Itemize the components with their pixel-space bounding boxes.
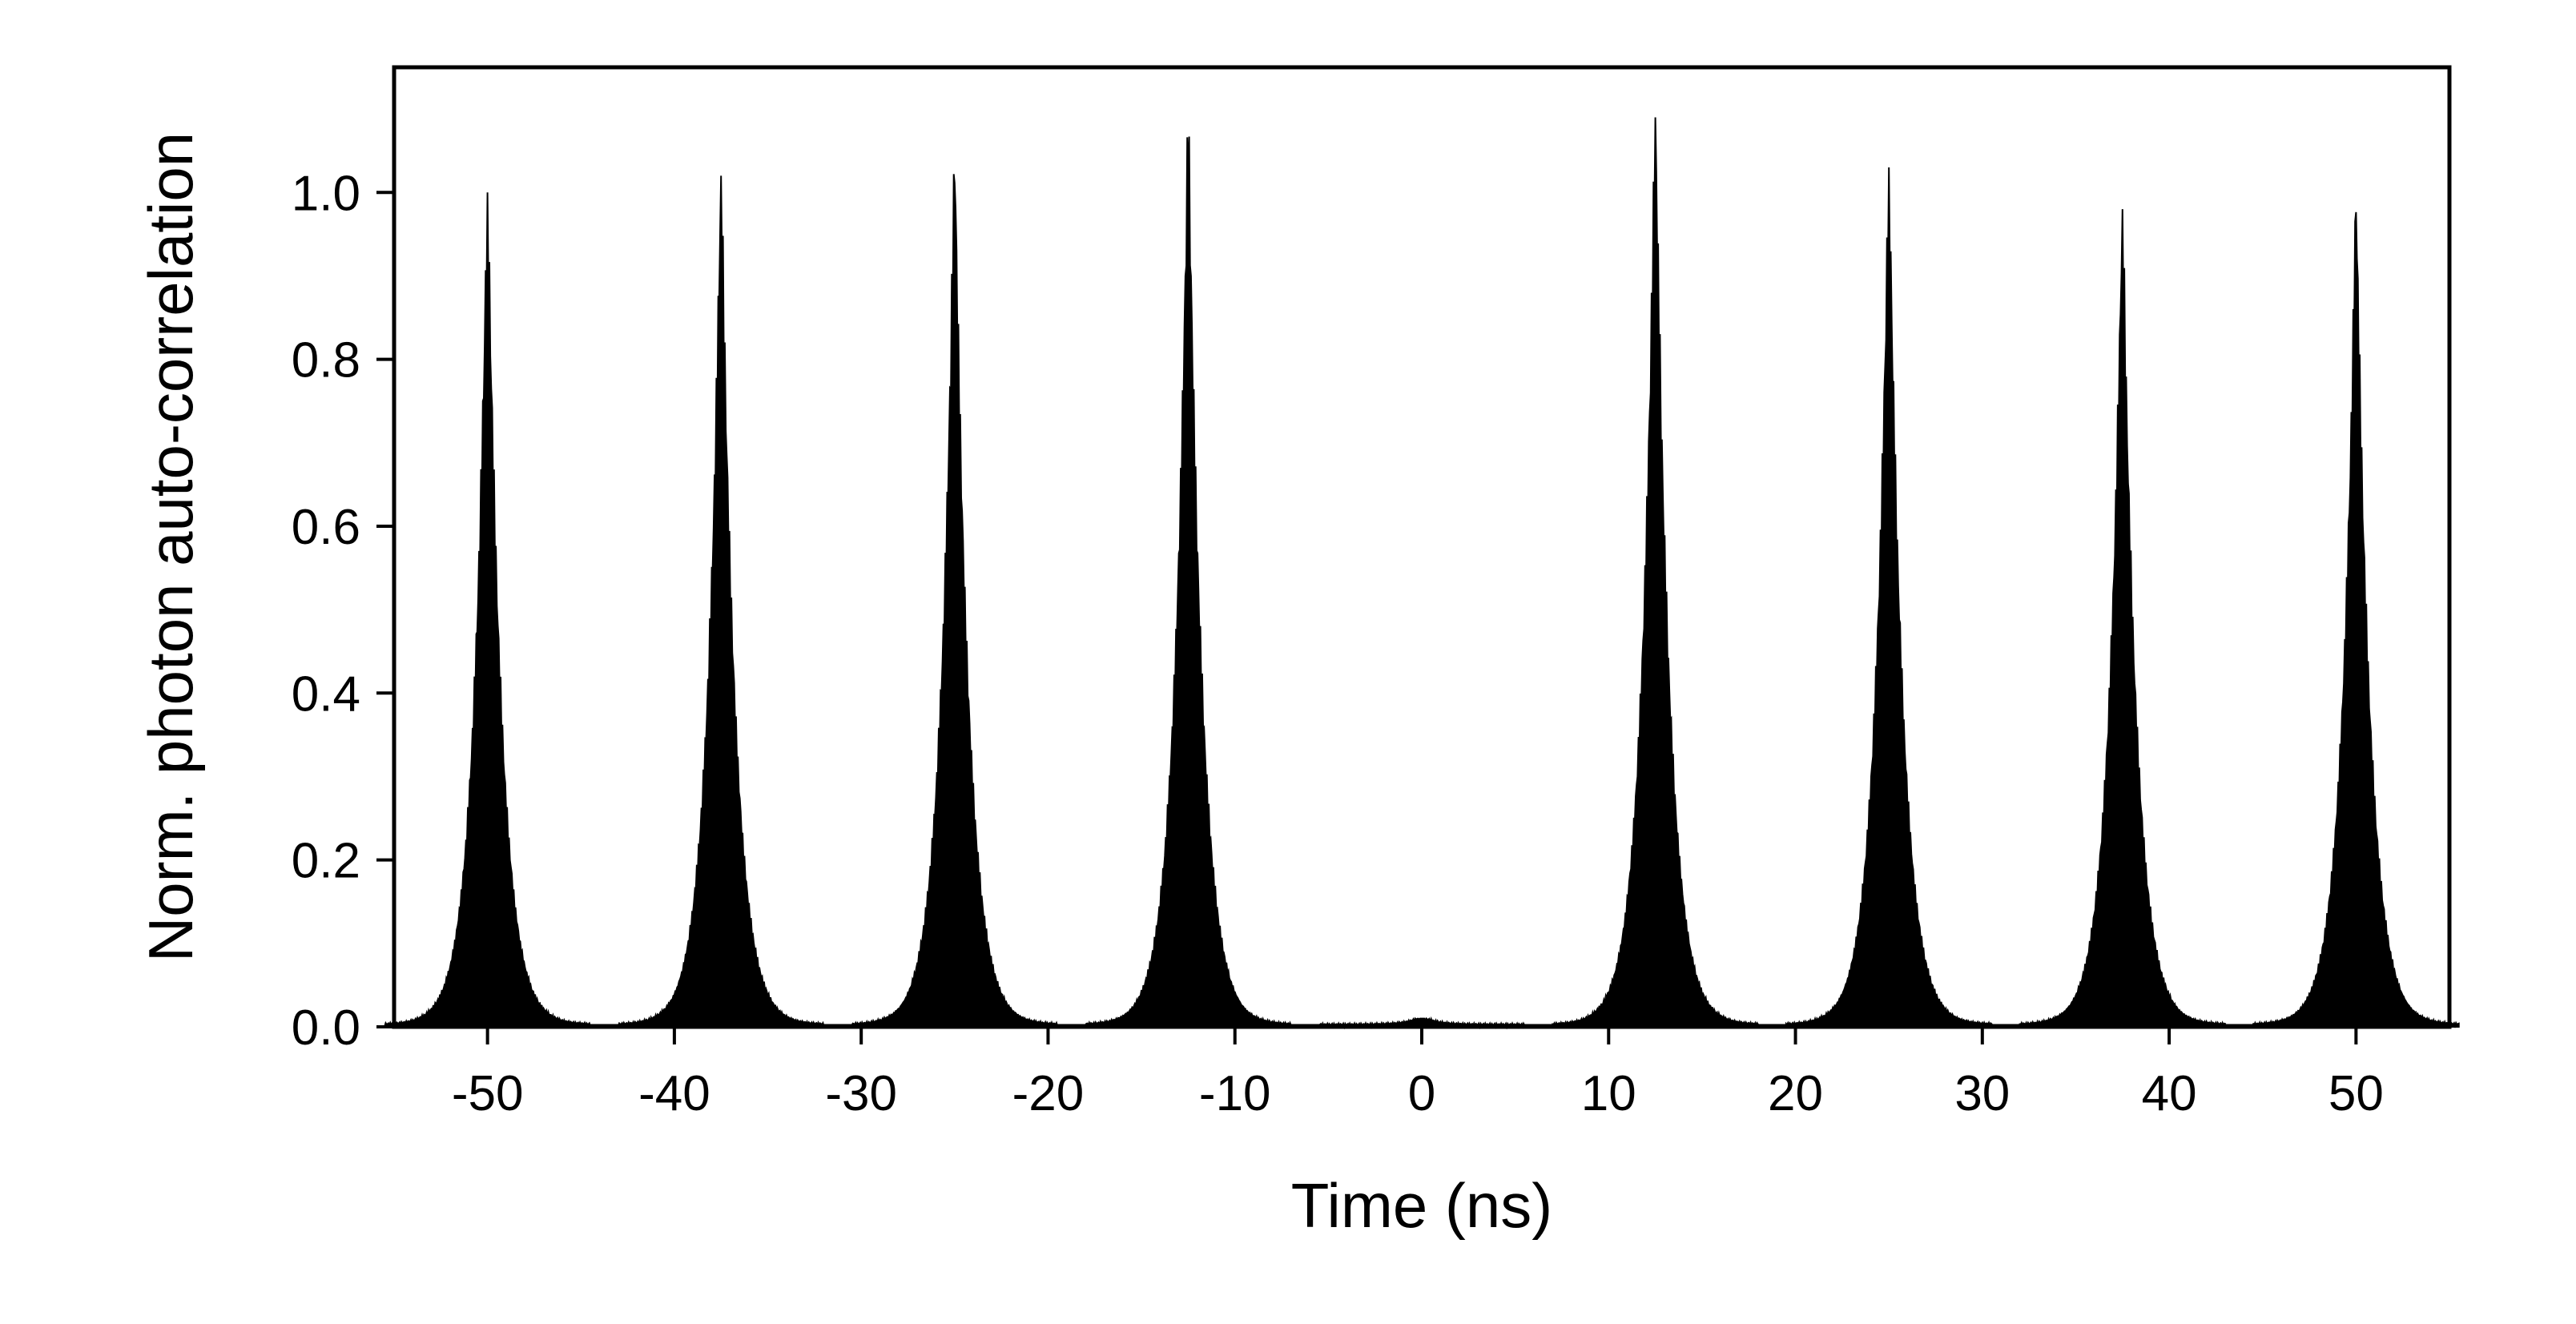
correlation-peak <box>2252 211 2460 1029</box>
x-axis: -50 -40 -30 -20 -10 0 10 20 30 40 50 <box>452 1027 2384 1121</box>
y-tick-label: 0.0 <box>292 1000 360 1056</box>
correlation-peak <box>1085 136 1292 1029</box>
correlation-peak <box>1552 117 1759 1029</box>
correlation-peak <box>851 174 1059 1029</box>
correlation-peak <box>1785 167 1993 1028</box>
x-tick-label: 10 <box>1581 1066 1636 1121</box>
correlation-peak <box>617 175 825 1029</box>
y-tick-label: 1.0 <box>292 166 360 221</box>
y-axis-title: Norm. photon auto-correlation <box>135 132 206 962</box>
x-axis-title: Time (ns) <box>1291 1170 1552 1241</box>
x-tick-label: -10 <box>1199 1066 1271 1121</box>
plot-frame <box>392 65 2452 1029</box>
x-tick-label: -40 <box>638 1066 710 1121</box>
correlation-peak <box>384 192 591 1028</box>
x-tick-label: 50 <box>2328 1066 2384 1121</box>
y-tick-label: 0.8 <box>292 333 360 388</box>
y-tick-label: 0.2 <box>292 834 360 889</box>
x-tick-label: 30 <box>1954 1066 2010 1121</box>
y-tick-label: 0.6 <box>292 500 360 555</box>
x-tick-label: 20 <box>1768 1066 1823 1121</box>
x-tick-label: -20 <box>1012 1066 1085 1121</box>
y-axis: 0.0 0.2 0.4 0.6 0.8 1.0 <box>292 166 394 1056</box>
correlation-peak <box>2019 209 2227 1029</box>
y-tick-label: 0.4 <box>292 666 360 722</box>
x-tick-label: 0 <box>1408 1066 1435 1121</box>
x-tick-label: -50 <box>452 1066 524 1121</box>
x-tick-label: 40 <box>2142 1066 2197 1121</box>
x-tick-label: -30 <box>825 1066 897 1121</box>
